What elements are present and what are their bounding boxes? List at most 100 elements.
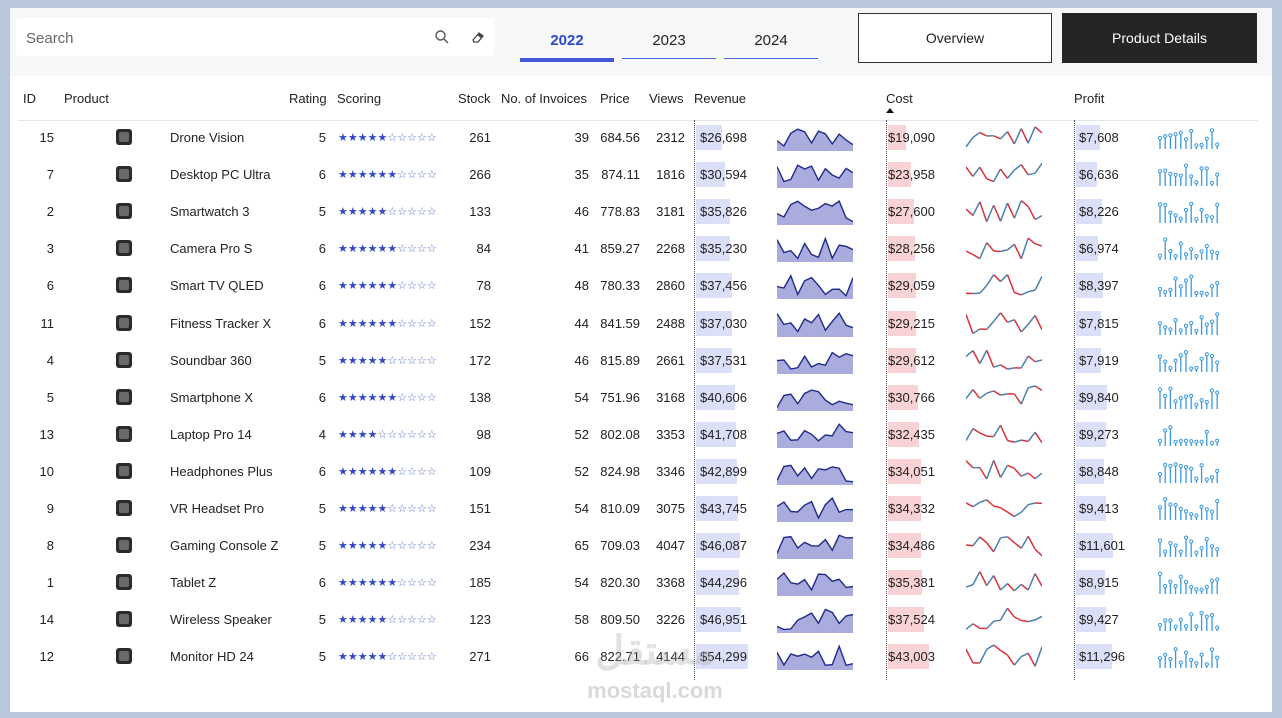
cost-value: $30,766: [888, 389, 935, 405]
cost-sparkline: [966, 460, 1042, 480]
product-id: 15: [39, 130, 54, 145]
column-header-cost[interactable]: Cost: [886, 91, 913, 106]
rating-stars: ★★★★★☆☆☆☆☆: [338, 650, 437, 664]
soundbar-icon: [104, 348, 144, 372]
table-row[interactable]: 10 Headphones Plus 6 ★★★★★★☆☆☆☆ 109 52 824.98 3…: [10, 453, 1272, 490]
cost-value: $29,612: [888, 352, 935, 368]
table-row[interactable]: 11 Fitness Tracker X 6 ★★★★★★☆☆☆☆ 152 44 841.5…: [10, 305, 1272, 342]
rating-value: 5: [318, 501, 326, 516]
table-row[interactable]: 7 Desktop PC Ultra 6 ★★★★★★☆☆☆☆ 266 35 874.11 1…: [10, 156, 1272, 193]
smartwatch-icon: [104, 199, 144, 223]
fitness-tracker-icon: [104, 311, 144, 335]
views-value: 2488: [656, 315, 685, 331]
column-header-product[interactable]: Product: [64, 91, 109, 106]
table-row[interactable]: 3 Camera Pro S 6 ★★★★★★☆☆☆☆ 84 41 859.27 2268 $3…: [10, 230, 1272, 267]
cost-bar: [888, 236, 915, 262]
column-header-profit[interactable]: Profit: [1074, 91, 1105, 106]
product-details-button[interactable]: Product Details: [1062, 13, 1257, 63]
table-row[interactable]: 5 Smartphone X 6 ★★★★★★☆☆☆☆ 138 54 751.96 3168 $…: [10, 379, 1272, 416]
revenue-bar: [696, 347, 732, 373]
cost-value: $29,059: [888, 278, 935, 294]
profit-value: $9,273: [1079, 426, 1119, 442]
views-value: 2860: [656, 278, 685, 294]
tab-year-2024[interactable]: 2024: [724, 22, 818, 59]
profit-value: $6,974: [1079, 241, 1119, 257]
stock-value: 98: [476, 426, 491, 442]
profit-sparkline: [1158, 237, 1220, 261]
table-row[interactable]: 4 Soundbar 360 5 ★★★★★☆☆☆☆☆ 172 46 815.89 2661 $…: [10, 342, 1272, 379]
profit-bar: [1076, 199, 1102, 225]
table-row[interactable]: 9 VR Headset Pro 5 ★★★★★☆☆☆☆☆ 151 54 810.09 307…: [10, 490, 1272, 527]
revenue-bar: [696, 384, 735, 410]
table-row[interactable]: 2 Smartwatch 3 5 ★★★★★☆☆☆☆☆ 133 46 778.83 3181 $…: [10, 193, 1272, 230]
table-row[interactable]: 8 Gaming Console Z 5 ★★★★★☆☆☆☆☆ 234 65 709.03 4…: [10, 527, 1272, 564]
revenue-bar: [696, 496, 738, 521]
rating-stars: ★★★★★★☆☆☆☆: [338, 390, 437, 404]
profit-bar: [1076, 458, 1104, 484]
search-box: [16, 18, 494, 58]
profit-sparkline: [1158, 571, 1220, 595]
cost-bar: [888, 533, 921, 559]
revenue-sparkline: [777, 164, 853, 189]
cost-sparkline: [966, 424, 1042, 443]
invoices-value: 65: [574, 538, 589, 554]
column-header-scoring[interactable]: Scoring: [337, 91, 382, 106]
stock-value: 266: [469, 167, 491, 183]
tab-year-2023[interactable]: 2023: [622, 22, 716, 59]
cost-value: $23,958: [888, 167, 935, 183]
cost-bar: [888, 644, 929, 670]
profit-value: $11,296: [1079, 649, 1126, 665]
product-name: Laptop Pro 14: [170, 426, 252, 442]
column-header-id[interactable]: ID: [23, 91, 36, 106]
desktop-pc-icon: [104, 162, 144, 186]
column-header-price[interactable]: Price: [600, 91, 630, 106]
stock-value: 84: [476, 241, 491, 257]
dashboard-panel: 2022 2023 2024 Overview Product Details …: [10, 8, 1272, 712]
overview-button[interactable]: Overview: [858, 13, 1052, 63]
table-row[interactable]: 13 Laptop Pro 14 4 ★★★★☆☆☆☆☆☆ 98 52 802.08 3353…: [10, 416, 1272, 453]
rating-stars: ★★★★★★☆☆☆☆: [338, 279, 437, 293]
table-row[interactable]: 6 Smart TV QLED 6 ★★★★★★☆☆☆☆ 78 48 780.33 2860 $…: [10, 267, 1272, 304]
invoices-value: 66: [574, 649, 589, 665]
search-icon[interactable]: [434, 29, 450, 45]
price-value: 841.59: [600, 315, 640, 331]
search-input[interactable]: [16, 18, 428, 58]
invoices-value: 54: [574, 389, 589, 405]
product-id: 5: [46, 389, 54, 405]
table-row[interactable]: 12 Monitor HD 24 5 ★★★★★☆☆☆☆☆ 271 66 822.71 414…: [10, 638, 1272, 675]
column-header-stock[interactable]: Stock: [458, 91, 491, 106]
revenue-sparkline: [777, 389, 853, 411]
tab-year-2022[interactable]: 2022: [520, 22, 614, 62]
product-id: 8: [46, 538, 54, 554]
revenue-value: $35,826: [700, 204, 747, 220]
cost-sparkline: [966, 384, 1042, 405]
revenue-value: $41,708: [700, 426, 747, 442]
product-name: Camera Pro S: [170, 241, 253, 257]
table-row[interactable]: 14 Wireless Speaker 5 ★★★★★☆☆☆☆☆ 123 58 809.50…: [10, 601, 1272, 638]
product-id: 1: [46, 575, 54, 591]
rating-value: 5: [318, 612, 326, 628]
column-header-views[interactable]: Views: [649, 91, 684, 106]
rating-stars: ★★★★★☆☆☆☆☆: [338, 502, 437, 515]
profit-value: $7,919: [1079, 352, 1119, 368]
column-header-revenue[interactable]: Revenue: [694, 91, 747, 106]
product-id: 11: [40, 315, 55, 331]
eraser-icon[interactable]: [470, 29, 486, 45]
invoices-value: 39: [574, 130, 589, 145]
table-row[interactable]: 15 Drone Vision 5 ★★★★★☆☆☆☆☆ 261 39 684.56 2312…: [10, 119, 1272, 156]
cost-bar: [888, 310, 916, 336]
column-header-rating[interactable]: Rating: [289, 91, 327, 106]
views-value: 3226: [656, 612, 685, 628]
revenue-bar: [696, 644, 748, 670]
stock-value: 261: [469, 130, 491, 145]
table-row[interactable]: 1 Tablet Z 6 ★★★★★★☆☆☆☆ 185 54 820.30 3368 $44,2…: [10, 564, 1272, 601]
rating-value: 6: [318, 575, 326, 591]
profit-value: $9,413: [1079, 501, 1119, 516]
revenue-value: $43,745: [700, 501, 747, 516]
product-id: 4: [46, 352, 54, 368]
cost-value: $43,003: [888, 649, 935, 665]
price-value: 780.33: [600, 278, 640, 294]
column-header-invoices[interactable]: No. of Invoices: [501, 91, 587, 106]
cost-value: $27,600: [888, 204, 935, 220]
price-value: 815.89: [600, 352, 640, 368]
